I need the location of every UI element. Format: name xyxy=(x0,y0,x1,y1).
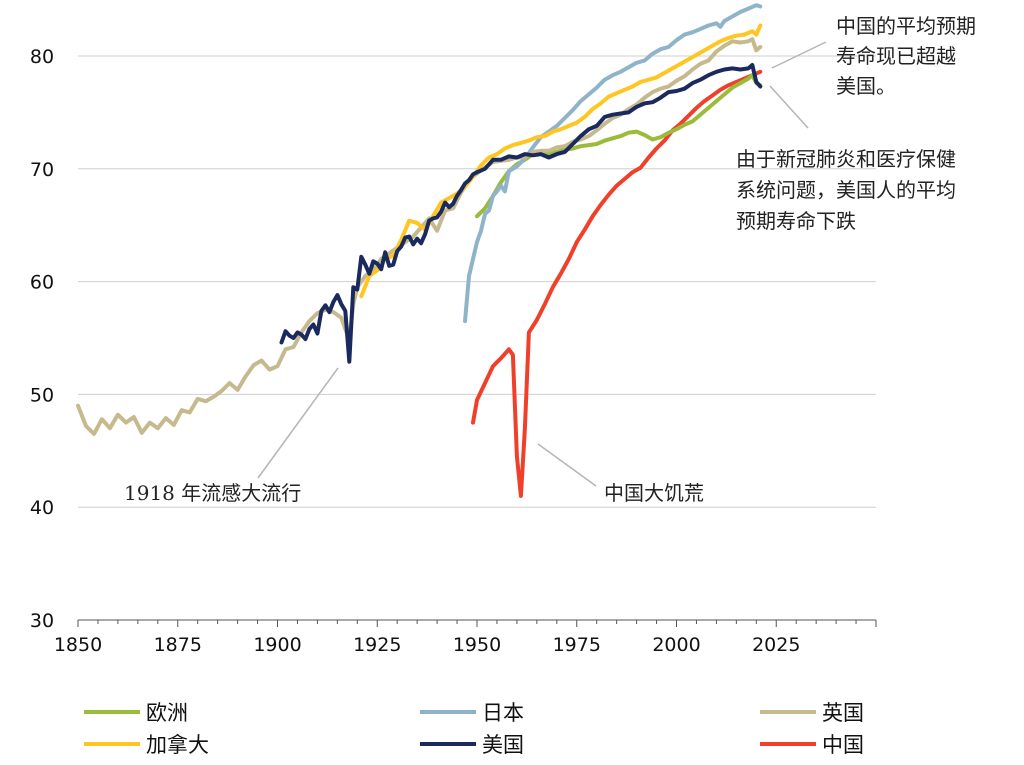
x-tick-label: 1850 xyxy=(54,634,102,656)
y-tick-label: 70 xyxy=(30,159,54,181)
axes: 1850 1875 1900 1925 1950 1975 2000 2025 30 40 50 60… xyxy=(30,46,877,656)
annotation-famine: 中国大饥荒 xyxy=(604,481,704,505)
annotation-flu-1918: 1918 年流感大流行 xyxy=(124,481,301,505)
annotation-china-overtakes: 美国。 xyxy=(836,74,896,98)
legend-label-加拿大: 加拿大 xyxy=(146,733,209,757)
annotation-us-decline: 由于新冠肺炎和医疗保健 xyxy=(736,147,956,171)
annotation-china-overtakes: 中国的平均预期 xyxy=(836,14,976,38)
annotation-china-overtakes: 寿命现已超越 xyxy=(836,44,956,68)
x-tick-label: 1900 xyxy=(253,634,301,656)
annotation-us-decline: 预期寿命下跌 xyxy=(736,209,856,233)
series-line-美国 xyxy=(279,63,763,364)
legend-label-日本: 日本 xyxy=(482,701,524,725)
series-line-日本 xyxy=(463,3,763,324)
leader-us-decline xyxy=(769,85,809,129)
series-line-中国 xyxy=(471,69,763,498)
legend-label-美国: 美国 xyxy=(482,733,524,757)
annotation-us-decline: 系统问题，美国人的平均 xyxy=(736,178,956,202)
y-tick-label: 40 xyxy=(30,497,54,519)
annotations: 中国的平均预期寿命现已超越美国。由于新冠肺炎和医疗保健系统问题，美国人的平均预期… xyxy=(124,14,976,505)
legend-label-英国: 英国 xyxy=(822,701,864,725)
legend-label-中国: 中国 xyxy=(822,733,864,757)
x-tick-label: 1950 xyxy=(453,634,501,656)
y-tick-label: 60 xyxy=(30,272,54,294)
x-tick-label: 1875 xyxy=(154,634,202,656)
x-tick-label: 2025 xyxy=(752,634,800,656)
x-tick-label: 1975 xyxy=(553,634,601,656)
leader-flu-1918 xyxy=(257,367,339,479)
y-tick-label: 30 xyxy=(30,610,54,632)
legend-label-欧洲: 欧洲 xyxy=(146,701,188,725)
series-line-欧洲 xyxy=(475,73,763,219)
y-tick-label: 80 xyxy=(30,46,54,68)
x-tick-label: 1925 xyxy=(353,634,401,656)
y-tick-label: 50 xyxy=(30,384,54,406)
gridlines xyxy=(78,55,876,508)
x-tick-label: 2000 xyxy=(652,634,700,656)
series-lines xyxy=(76,3,763,498)
leader-famine xyxy=(537,443,597,487)
leader-china-overtakes xyxy=(771,41,827,69)
